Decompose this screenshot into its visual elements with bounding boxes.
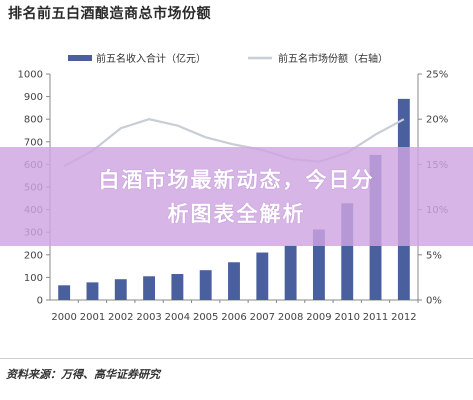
- x-tick-label: 2007: [250, 312, 275, 323]
- x-tick-label: 2009: [306, 312, 331, 323]
- bar: [256, 252, 269, 300]
- bar: [341, 203, 354, 300]
- bar: [171, 274, 184, 300]
- bar: [312, 229, 325, 300]
- bar: [114, 279, 127, 300]
- y-right-tick-label: 5%: [426, 250, 442, 261]
- y-left-tick-label: 800: [24, 115, 43, 126]
- x-tick-label: 2001: [80, 312, 105, 323]
- legend-bar-label: 前五名收入合计（亿元）: [96, 52, 206, 65]
- y-left-tick-label: 0: [37, 296, 43, 307]
- bar: [86, 282, 99, 300]
- x-tick-label: 2000: [51, 312, 76, 323]
- y-right-tick-label: 20%: [426, 115, 448, 126]
- headline-line-2: 析图表全解析: [167, 201, 306, 226]
- bar: [199, 270, 212, 300]
- legend-line-label: 前五名市场份额（右轴）: [278, 52, 388, 65]
- x-tick-label: 2002: [108, 312, 133, 323]
- bar: [228, 262, 240, 300]
- bar: [58, 285, 71, 300]
- x-tick-label: 2006: [221, 312, 246, 323]
- x-tick-label: 2004: [165, 312, 190, 323]
- y-left-tick-label: 700: [24, 137, 43, 148]
- y-left-tick-label: 100: [24, 273, 43, 284]
- x-tick-label: 2005: [193, 312, 218, 323]
- source-note: 资料来源：万得、高华证券研究: [6, 368, 160, 381]
- x-tick-label: 2008: [278, 312, 303, 323]
- headline-banner: 白酒市场最新动态，今日分 析图表全解析: [0, 147, 473, 246]
- x-tick-labels: 2000 2001 2002 2003 2004 2005 2006 2007 2008 2009…: [51, 312, 416, 323]
- y-left-tick-label: 900: [24, 92, 43, 103]
- divider: [0, 358, 473, 359]
- chart-title: 排名前五白酒酿造商总市场份额: [8, 6, 211, 22]
- y-left-tick-label: 1000: [18, 70, 43, 81]
- y-left-tick-label: 200: [24, 250, 43, 261]
- x-tick-label: 2010: [335, 312, 360, 323]
- x-tick-label: 2011: [363, 312, 388, 323]
- x-tick-label: 2003: [136, 312, 161, 323]
- y-right-tick-label: 0%: [426, 296, 442, 307]
- headline-line-1: 白酒市场最新动态，今日分: [98, 167, 375, 192]
- x-tick-label: 2012: [391, 312, 416, 323]
- y-right-tick-label: 25%: [426, 70, 448, 81]
- bar: [284, 245, 297, 300]
- bar: [143, 276, 156, 300]
